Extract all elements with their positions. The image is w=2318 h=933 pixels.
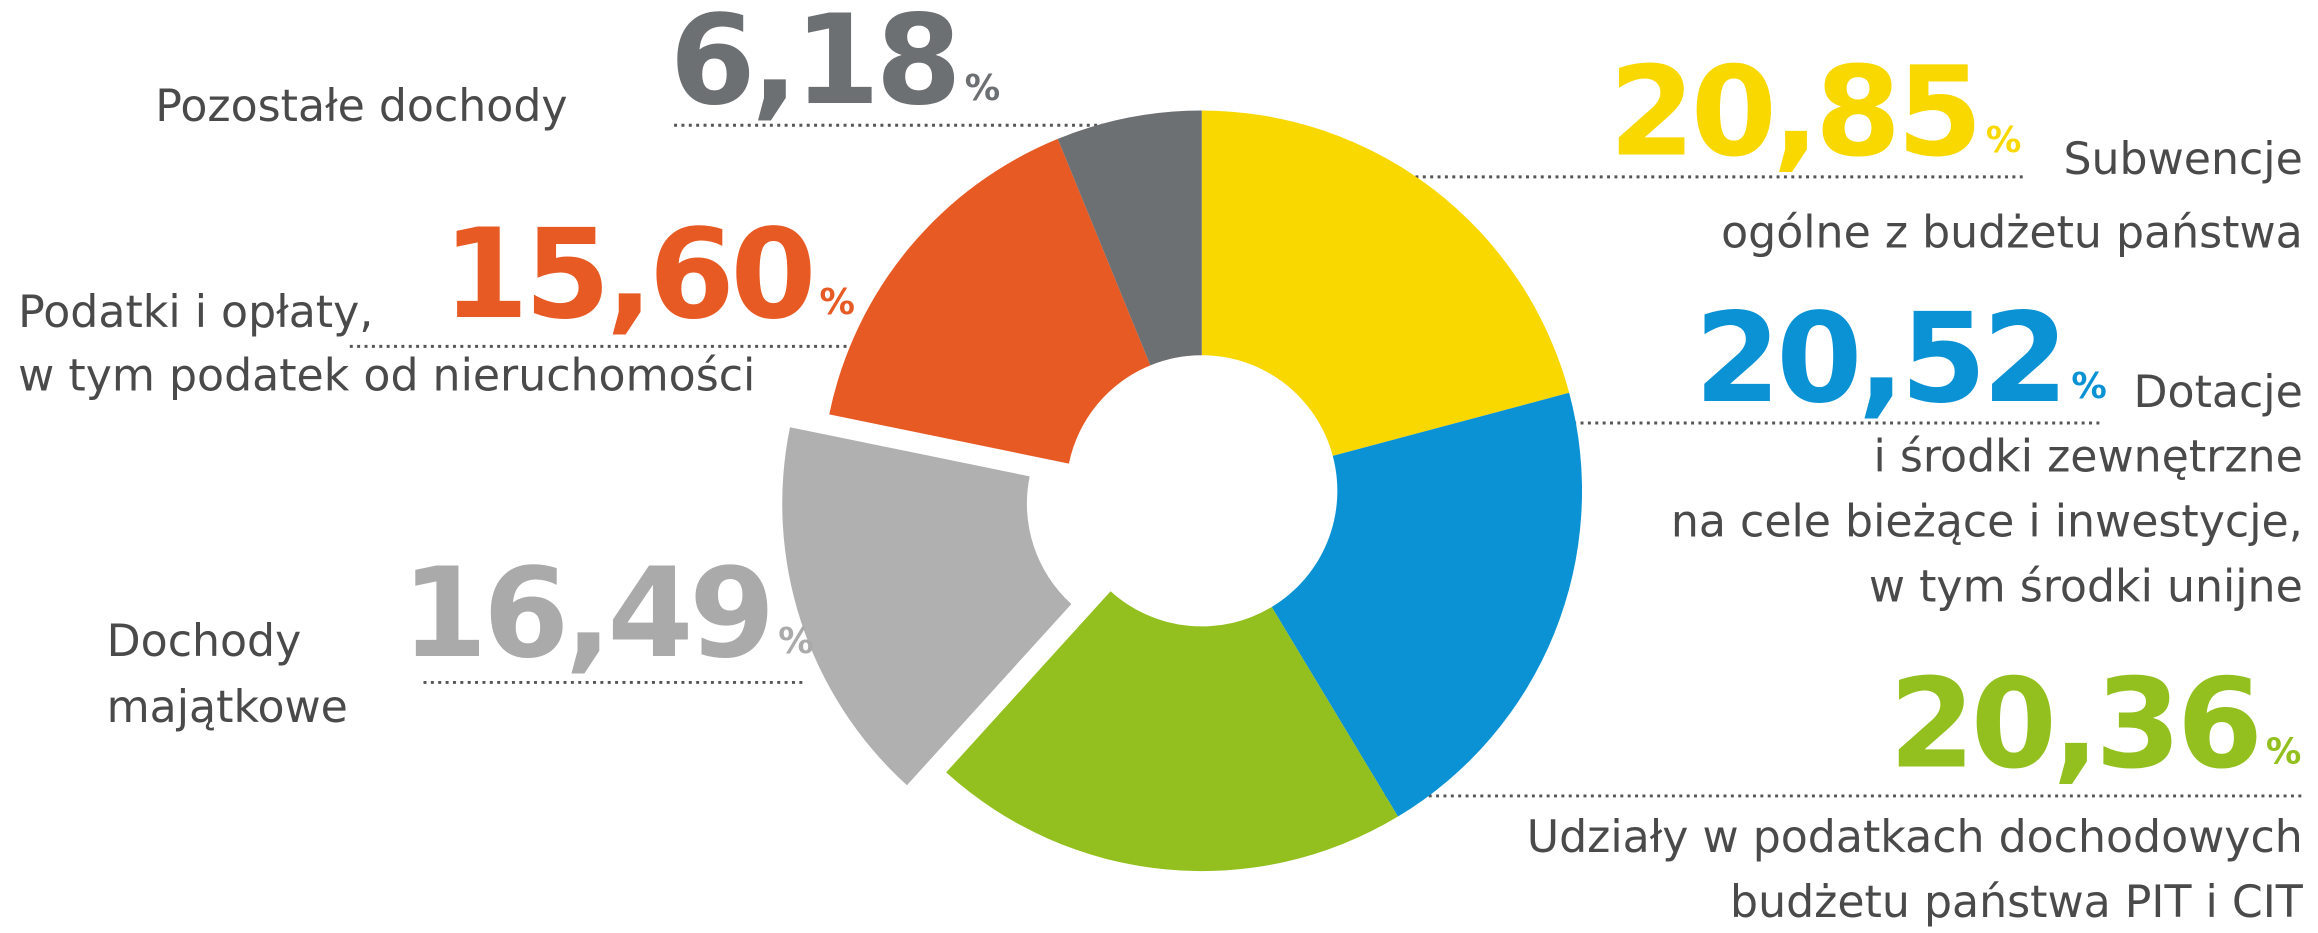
category-label: Podatki i opłaty, w tym podatek od nieruc… [18, 287, 755, 401]
donut-slice [782, 427, 1072, 786]
category-label: Udziały w podatkach dochodowych budżetu p… [1527, 812, 2304, 928]
value-label: 20,85 [1609, 41, 1978, 185]
category-label: Pozostałe dochody [155, 81, 567, 132]
donut-slice [946, 591, 1398, 872]
value-suffix: % [965, 68, 1000, 109]
value-suffix: % [820, 282, 855, 323]
donut-slice [1201, 110, 1570, 456]
value-suffix: % [2266, 731, 2301, 772]
value-suffix: % [2071, 366, 2106, 407]
value-label: 20,52 [1695, 287, 2064, 431]
value-label: 20,36 [1889, 652, 2258, 796]
value-label: 15,60 [443, 203, 812, 347]
value-label: 16,49 [401, 542, 770, 686]
value-suffix: % [778, 621, 813, 662]
donut-slice [829, 138, 1151, 464]
donut-slice [1271, 392, 1583, 817]
category-label: Subwencje ogólne z budżetu państwa [1721, 134, 2303, 259]
category-label: Dotacje i środki zewnętrzne na cele bieżąc… [1671, 367, 2303, 613]
value-label: 6,18 [670, 0, 958, 133]
value-suffix: % [1986, 120, 2021, 161]
category-label: Dochody majątkowe [107, 616, 348, 733]
donut-slice [1057, 110, 1202, 366]
